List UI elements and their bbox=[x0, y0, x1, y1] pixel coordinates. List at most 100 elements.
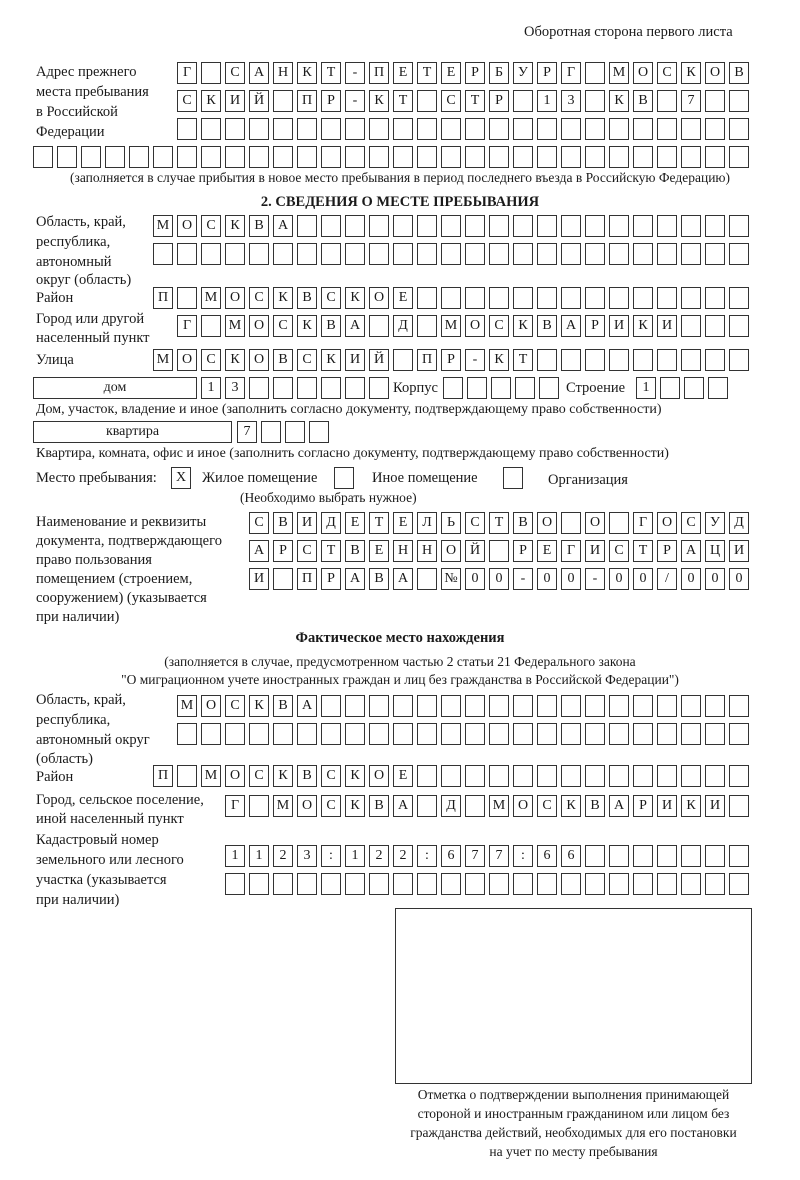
letter-cell[interactable] bbox=[708, 377, 728, 399]
letter-cell[interactable]: И bbox=[729, 540, 749, 562]
letter-cell[interactable]: М bbox=[273, 795, 293, 817]
letter-cell[interactable]: № bbox=[441, 568, 461, 590]
letter-cell[interactable]: И bbox=[657, 315, 677, 337]
letter-cell[interactable]: Ц bbox=[705, 540, 725, 562]
letter-cell[interactable] bbox=[489, 118, 509, 140]
letter-cell[interactable] bbox=[705, 287, 725, 309]
letter-cell[interactable] bbox=[657, 349, 677, 371]
letter-cell[interactable]: Р bbox=[585, 315, 605, 337]
letter-cell[interactable] bbox=[201, 118, 221, 140]
letter-cell[interactable]: С bbox=[609, 540, 629, 562]
letter-cell[interactable]: 0 bbox=[609, 568, 629, 590]
actual-region-row-2[interactable] bbox=[177, 723, 749, 745]
letter-cell[interactable] bbox=[441, 118, 461, 140]
letter-cell[interactable] bbox=[297, 723, 317, 745]
previous-address-row-3[interactable] bbox=[177, 118, 749, 140]
letter-cell[interactable]: О bbox=[225, 287, 245, 309]
letter-cell[interactable] bbox=[369, 315, 389, 337]
letter-cell[interactable]: С bbox=[201, 349, 221, 371]
letter-cell[interactable] bbox=[705, 349, 725, 371]
letter-cell[interactable]: Н bbox=[393, 540, 413, 562]
letter-cell[interactable] bbox=[513, 90, 533, 112]
letter-cell[interactable] bbox=[657, 723, 677, 745]
letter-cell[interactable] bbox=[513, 215, 533, 237]
letter-cell[interactable] bbox=[705, 90, 725, 112]
letter-cell[interactable]: К bbox=[345, 765, 365, 787]
letter-cell[interactable] bbox=[321, 695, 341, 717]
letter-cell[interactable] bbox=[441, 287, 461, 309]
letter-cell[interactable] bbox=[417, 765, 437, 787]
letter-cell[interactable] bbox=[561, 695, 581, 717]
letter-cell[interactable] bbox=[177, 243, 197, 265]
letter-cell[interactable] bbox=[537, 118, 557, 140]
letter-cell[interactable] bbox=[489, 215, 509, 237]
letter-cell[interactable] bbox=[561, 243, 581, 265]
letter-cell[interactable]: 7 bbox=[237, 421, 257, 443]
letter-cell[interactable]: С bbox=[249, 765, 269, 787]
letter-cell[interactable] bbox=[177, 723, 197, 745]
letter-cell[interactable] bbox=[249, 873, 269, 895]
letter-cell[interactable]: Й bbox=[369, 349, 389, 371]
letter-cell[interactable]: К bbox=[681, 795, 701, 817]
letter-cell[interactable]: С bbox=[657, 62, 677, 84]
letter-cell[interactable]: В bbox=[345, 540, 365, 562]
letter-cell[interactable] bbox=[491, 377, 511, 399]
letter-cell[interactable] bbox=[369, 243, 389, 265]
letter-cell[interactable]: А bbox=[393, 568, 413, 590]
letter-cell[interactable] bbox=[513, 695, 533, 717]
letter-cell[interactable] bbox=[249, 118, 269, 140]
letter-cell[interactable] bbox=[633, 215, 653, 237]
letter-cell[interactable]: К bbox=[201, 90, 221, 112]
letter-cell[interactable]: В bbox=[273, 512, 293, 534]
letter-cell[interactable]: 0 bbox=[537, 568, 557, 590]
letter-cell[interactable] bbox=[729, 243, 749, 265]
letter-cell[interactable] bbox=[249, 377, 269, 399]
letter-cell[interactable] bbox=[321, 118, 341, 140]
letter-cell[interactable]: А bbox=[249, 540, 269, 562]
letter-cell[interactable] bbox=[465, 215, 485, 237]
letter-cell[interactable] bbox=[705, 765, 725, 787]
letter-cell[interactable] bbox=[585, 695, 605, 717]
letter-cell[interactable] bbox=[657, 765, 677, 787]
letter-cell[interactable]: С bbox=[681, 512, 701, 534]
letter-cell[interactable] bbox=[369, 215, 389, 237]
document-row-3[interactable]: И П Р А В А № 0 0-0 0-0 0/0 0 0 bbox=[249, 568, 749, 590]
letter-cell[interactable] bbox=[345, 243, 365, 265]
letter-cell[interactable] bbox=[465, 287, 485, 309]
letter-cell[interactable]: Т bbox=[321, 62, 341, 84]
letter-cell[interactable]: Р bbox=[513, 540, 533, 562]
letter-cell[interactable] bbox=[321, 146, 341, 168]
letter-cell[interactable] bbox=[539, 377, 559, 399]
letter-cell[interactable]: В bbox=[297, 765, 317, 787]
letter-cell[interactable] bbox=[489, 765, 509, 787]
letter-cell[interactable] bbox=[249, 146, 269, 168]
letter-cell[interactable]: С bbox=[537, 795, 557, 817]
letter-cell[interactable]: 2 bbox=[369, 845, 389, 867]
letter-cell[interactable] bbox=[633, 287, 653, 309]
letter-cell[interactable]: Д bbox=[729, 512, 749, 534]
letter-cell[interactable] bbox=[681, 695, 701, 717]
letter-cell[interactable]: Р bbox=[321, 90, 341, 112]
letter-cell[interactable]: Т bbox=[321, 540, 341, 562]
letter-cell[interactable]: С bbox=[249, 512, 269, 534]
letter-cell[interactable] bbox=[273, 146, 293, 168]
letter-cell[interactable] bbox=[729, 695, 749, 717]
letter-cell[interactable] bbox=[585, 118, 605, 140]
letter-cell[interactable]: Р bbox=[441, 349, 461, 371]
letter-cell[interactable]: О bbox=[249, 315, 269, 337]
letter-cell[interactable]: М bbox=[225, 315, 245, 337]
letter-cell[interactable]: М bbox=[609, 62, 629, 84]
letter-cell[interactable]: 1 bbox=[636, 377, 656, 399]
letter-cell[interactable]: С bbox=[441, 90, 461, 112]
letter-cell[interactable] bbox=[321, 873, 341, 895]
letter-cell[interactable] bbox=[729, 349, 749, 371]
letter-cell[interactable] bbox=[465, 118, 485, 140]
letter-cell[interactable]: К bbox=[225, 349, 245, 371]
letter-cell[interactable]: Р bbox=[465, 62, 485, 84]
letter-cell[interactable]: 2 bbox=[393, 845, 413, 867]
letter-cell[interactable] bbox=[657, 873, 677, 895]
letter-cell[interactable]: С bbox=[177, 90, 197, 112]
